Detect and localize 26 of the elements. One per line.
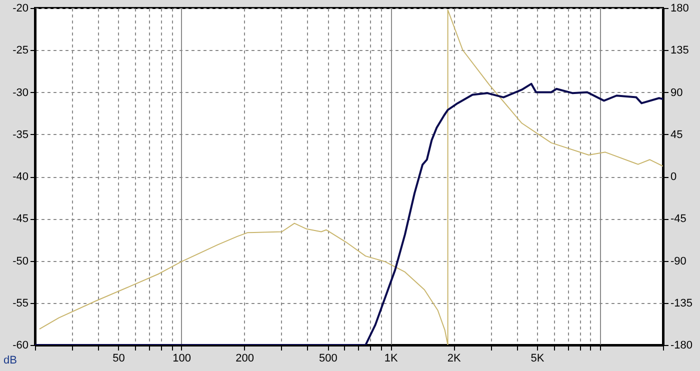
y-tick-label: -30	[12, 86, 28, 99]
y-tick-label: -40	[12, 171, 28, 183]
y-tick-label: -35	[12, 128, 28, 141]
y-axis-title: dB	[4, 354, 17, 366]
x-tick-label: 2K	[447, 352, 462, 364]
y2-tick-label: -45	[670, 213, 686, 226]
x-tick-label: 50	[112, 352, 125, 364]
x-tick-label: 200	[236, 352, 254, 364]
y-tick-label: -20	[12, 2, 28, 14]
y-tick-label: -60	[12, 340, 28, 352]
y2-tick-label: 0	[670, 171, 677, 183]
y-tick-label: -50	[12, 255, 28, 268]
y2-tick-label: -180	[670, 340, 693, 352]
y2-tick-label: -90	[670, 255, 686, 268]
y-tick-label: -25	[12, 44, 28, 57]
y2-tick-label: -135	[670, 297, 693, 310]
x-tick-label: 5K	[530, 352, 545, 364]
y-tick-label: -45	[12, 213, 28, 226]
y2-tick-label: 180	[670, 2, 689, 14]
y-tick-label: -55	[12, 297, 28, 310]
x-tick-label: 500	[318, 352, 338, 364]
y2-tick-label: 45	[670, 128, 683, 141]
y2-tick-label: 135	[670, 44, 689, 57]
x-tick-label: 1K	[384, 352, 399, 364]
x-tick-label: 100	[172, 352, 191, 364]
y2-tick-label: 90	[670, 86, 683, 99]
